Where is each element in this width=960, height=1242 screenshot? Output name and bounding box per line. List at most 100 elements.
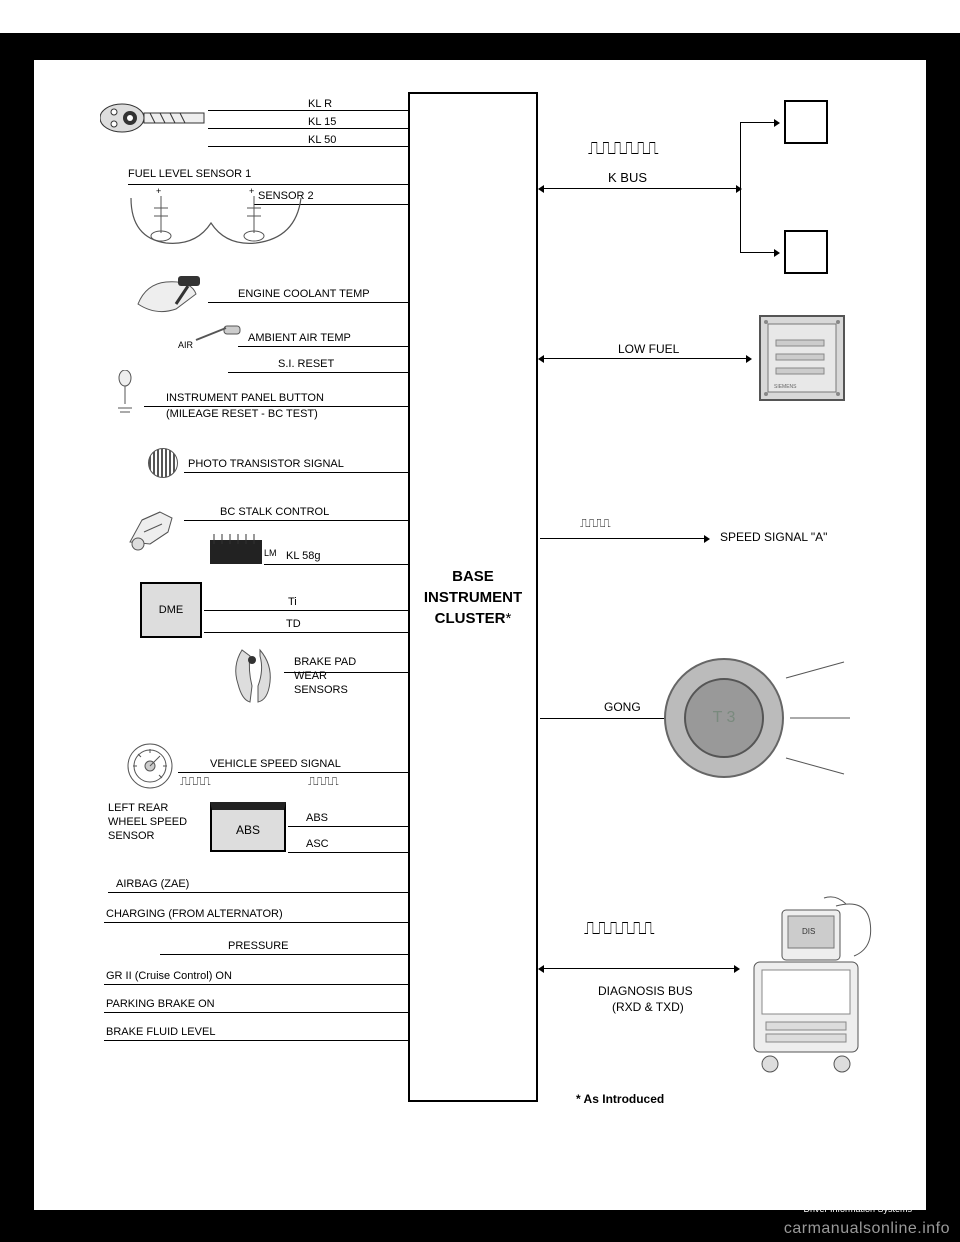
label-klr: KL R [308,98,332,111]
label-kl50: KL 50 [308,134,336,147]
paper: BASE INSTRUMENT CLUSTER* KL R KL 15 KL 5… [34,60,926,1210]
svg-text:+: + [156,188,161,196]
label-diag: DIAGNOSIS BUS [598,984,693,998]
dme-module: DME [140,582,202,638]
line-coolant [208,302,408,303]
label-panel-btn-sub: (MILEAGE RESET - BC TEST) [166,408,318,421]
line-vspeed [178,772,408,773]
label-parking: PARKING BRAKE ON [106,998,215,1011]
line-cruise [104,984,408,985]
label-airbag: AIRBAG (ZAE) [116,878,189,891]
line-kbus [540,188,740,189]
lm-pins-icon [212,532,256,544]
hline-kbus-bot [740,252,778,253]
hline-kbus-top [740,122,778,123]
label-kl58g: KL 58g [286,550,320,563]
pulse-speed-a: ⎍⎍⎍⎍ [580,516,610,531]
air-temp-icon [194,324,242,344]
label-fuel1: FUEL LEVEL SENSOR 1 [128,168,251,181]
label-abs: ABS [306,812,328,825]
vline-kbus [740,122,741,252]
dme-label: DME [159,604,183,616]
label-ambient: AMBIENT AIR TEMP [248,332,351,345]
label-lr3: SENSOR [108,830,154,843]
pulse-vspeed-r: ⎍⎍⎍⎍ [308,774,338,789]
label-cruise: GR II (Cruise Control) ON [106,970,232,983]
key-icon [100,98,210,138]
line-parking [104,1012,408,1013]
page: BASE INSTRUMENT CLUSTER* KL R KL 15 KL 5… [0,0,960,1242]
line-brake [284,672,408,673]
line-gong [540,718,666,719]
label-si-reset: S.I. RESET [278,358,334,371]
line-td [204,632,408,633]
abs-label: ABS [236,823,260,837]
label-td: TD [286,618,301,631]
stalk-icon [124,504,182,554]
gong-icon: T 3 [664,658,784,778]
label-gong: GONG [604,700,641,714]
label-speed-a: SPEED SIGNAL "A" [720,530,827,544]
label-brakefluid: BRAKE FLUID LEVEL [106,1026,215,1039]
coolant-icon [136,274,206,320]
line-fuel1 [128,184,408,185]
label-photo: PHOTO TRANSISTOR SIGNAL [188,458,344,471]
label-ti: Ti [288,596,297,609]
top-bar [0,0,960,36]
label-lr2: WHEEL SPEED [108,816,187,829]
page-number: 65 [890,1177,912,1200]
abs-module: ABS [210,802,286,852]
label-kbus: K BUS [608,170,647,186]
line-diag [540,968,738,969]
line-abs [288,826,408,827]
brake-pad-icon [228,646,282,706]
line-stalk [184,520,408,521]
line-airbag [108,892,408,893]
pulse-vspeed-l: ⎍⎍⎍⎍ [180,774,210,789]
gong-rays [784,658,854,778]
fuel-tank-icon: ++ [126,188,306,258]
photo-transistor-icon [148,448,178,478]
label-stalk: BC STALK CONTROL [220,506,329,519]
line-pressure [160,954,408,955]
label-brake3: SENSORS [294,684,348,697]
line-ti [204,610,408,611]
line-lowfuel [540,358,750,359]
kbus-box-1 [784,100,828,144]
svg-text:DIS: DIS [802,927,815,936]
gong-text: T 3 [713,709,736,727]
label-vspeed: VEHICLE SPEED SIGNAL [210,758,341,771]
line-panel-btn [144,406,408,407]
watermark: carmanualsonline.info [784,1220,950,1238]
label-diag-sub: (RXD & TXD) [612,1000,684,1014]
line-speed-a [540,538,708,539]
line-photo [184,472,408,473]
label-asc: ASC [306,838,329,851]
line-charging [104,922,408,923]
pulse-diag: ⎍⎍⎍⎍⎍⎍ [584,918,654,939]
pulse-kbus: ⎍⎍⎍⎍⎍⎍ [588,138,658,159]
center-line3: CLUSTER [435,610,506,627]
line-brakefluid [104,1040,408,1041]
center-block: BASE INSTRUMENT CLUSTER* [408,92,538,1102]
ecu-icon: SIEMENS [754,310,850,406]
panel-button-icon [110,370,140,416]
line-asc [288,852,408,853]
label-kl15: KL 15 [308,116,336,129]
label-pressure: PRESSURE [228,940,289,953]
label-lm: LM [264,548,277,559]
center-line1: BASE [452,568,494,585]
label-coolant: ENGINE COOLANT TEMP [238,288,370,301]
center-asterisk: * [505,610,511,627]
center-line2: INSTRUMENT [424,589,522,606]
label-lr1: LEFT REAR [108,802,168,815]
label-air-prefix: AIR [178,340,193,351]
line-si-reset [228,372,408,373]
page-subtitle: Driver Information Systems [803,1204,912,1214]
line-kl58g [264,564,408,565]
svg-text:SIEMENS: SIEMENS [774,384,797,390]
footnote: * As Introduced [576,1092,664,1106]
label-panel-btn: INSTRUMENT PANEL BUTTON [166,392,324,405]
dis-tester-icon: DIS [736,892,876,1082]
label-lowfuel: LOW FUEL [618,342,679,356]
